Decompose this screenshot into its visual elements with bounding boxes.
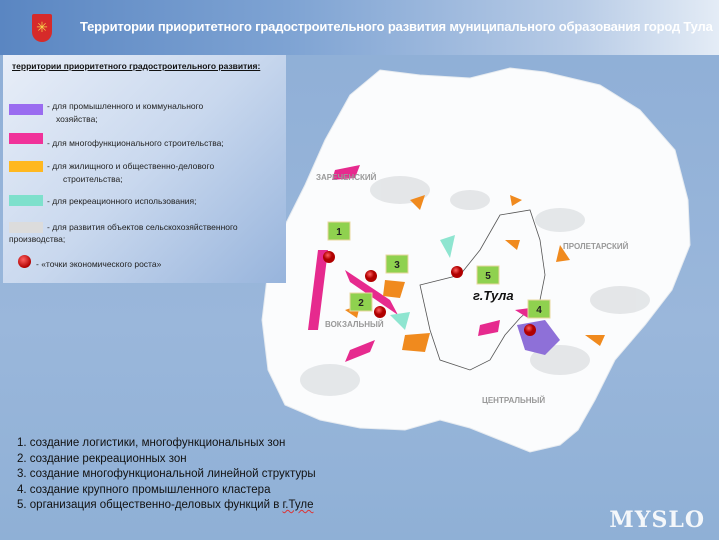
marker-number: 1 <box>336 227 342 238</box>
growth-point-marker[interactable] <box>323 251 335 263</box>
marker-number: 2 <box>358 298 364 309</box>
goal-item: 3. создание многофункциональной линейной… <box>17 468 316 480</box>
goal-city: г.Туле <box>282 499 314 511</box>
legend-title: территории приоритетного градостроительн… <box>12 61 261 71</box>
legend-label: - для многофункционального строительства… <box>47 138 224 148</box>
marker-number: 5 <box>485 271 491 282</box>
marker-number: 4 <box>536 305 542 316</box>
header-bar: ✳ Территории приоритетного градостроител… <box>0 0 719 55</box>
coat-of-arms-icon: ✳ <box>32 14 52 42</box>
district-label: ПРОЛЕТАРСКИЙ <box>563 242 629 251</box>
legend-swatch-residential <box>9 161 43 172</box>
legend-label: - для жилищного и общественно-делового <box>47 161 215 171</box>
legend-label: - для промышленного и коммунального <box>47 101 204 111</box>
district-label: ЗАРЕЧЕНСКИЙ <box>316 173 377 182</box>
legend-label: строительства; <box>63 174 123 184</box>
city-label: г.Тула <box>473 288 514 303</box>
legend-swatch-recreational <box>9 195 43 206</box>
legend-swatch-industrial <box>9 104 43 115</box>
growth-point-marker[interactable] <box>524 324 536 336</box>
legend-panel: территории приоритетного градостроительн… <box>3 55 286 283</box>
page-title: Территории приоритетного градостроительн… <box>80 19 713 34</box>
zones-residential <box>345 195 605 352</box>
legend-label: - «точки экономического роста» <box>36 259 162 269</box>
growth-points <box>323 251 536 336</box>
marker-number: 3 <box>394 260 400 271</box>
goal-text: 5. организация общественно-деловых функц… <box>17 499 283 511</box>
goal-item: 4. создание крупного промышленного класт… <box>17 483 271 496</box>
growth-point-marker[interactable] <box>374 306 386 318</box>
goals-list: 1. создание логистики, многофункциональн… <box>17 436 316 514</box>
watermark-logo: MYSLO <box>609 507 705 533</box>
legend-swatch-multifunctional <box>9 133 43 144</box>
legend-label: хозяйства; <box>56 114 98 124</box>
district-label: ЦЕНТРАЛЬНЫЙ <box>482 396 545 405</box>
growth-point-icon <box>18 255 31 268</box>
legend-label: - для рекреационного использования; <box>47 196 197 206</box>
legend-label: производства; <box>9 234 66 244</box>
growth-point-marker[interactable] <box>365 270 377 282</box>
goal-item: 2. создание рекреационных зон <box>17 452 187 465</box>
goal-item: 1. создание логистики, многофункциональн… <box>17 437 286 449</box>
growth-point-marker[interactable] <box>451 266 463 278</box>
district-label: ВОКЗАЛЬНЫЙ <box>325 320 384 329</box>
goal-item: 5. организация общественно-деловых функц… <box>17 498 316 514</box>
legend-swatch-agricultural <box>9 222 43 233</box>
legend-label: - для развития объектов сельскохозяйстве… <box>47 222 238 232</box>
zones-recreational <box>390 235 455 330</box>
